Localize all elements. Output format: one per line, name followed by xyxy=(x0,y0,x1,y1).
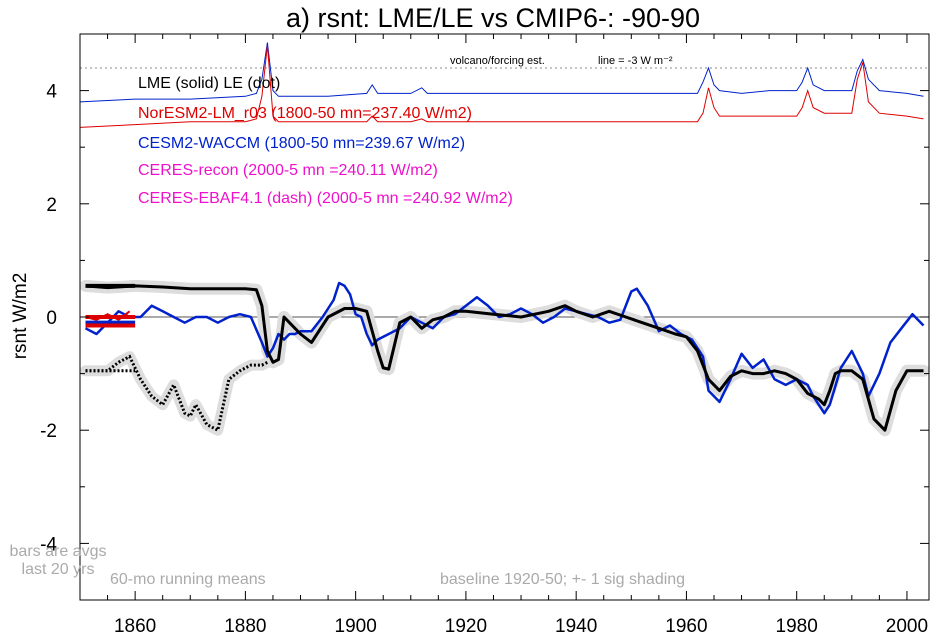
chart-title: a) rsnt: LME/LE vs CMIP6-: -90-90 xyxy=(286,3,700,33)
legend-entry-1: NorESM2-LM_r03 (1800-50 mn=237.40 W/m2) xyxy=(138,105,472,122)
y-tick-label: 2 xyxy=(46,195,57,216)
legend-entry-2: CESM2-WACCM (1800-50 mn=239.67 W/m2) xyxy=(138,135,465,152)
x-tick-label: 1860 xyxy=(114,616,156,637)
x-tick-label: 1980 xyxy=(776,616,818,637)
y-tick-label: -4 xyxy=(40,534,57,555)
running-mean-note: 60-mo running means xyxy=(110,571,266,588)
x-tick-label: 1920 xyxy=(445,616,487,637)
le-sigma-shading xyxy=(80,351,273,436)
y-tick-label: 0 xyxy=(46,308,57,329)
x-tick-label: 1960 xyxy=(665,616,707,637)
bars-note-2: last 20 yrs xyxy=(22,561,95,578)
axes: 1860 1880 1900 1920 1940 1960 1980 2000 -4 -2 0 2 4 xyxy=(40,33,929,637)
x-tick-label: 1880 xyxy=(224,616,266,637)
lme-sigma-shading xyxy=(79,279,930,437)
x-tick-label: 1900 xyxy=(335,616,377,637)
volcano-label: volcano/forcing est. xyxy=(450,55,545,67)
series-line-lme xyxy=(85,284,924,432)
annotations: volcano/forcing est. line = -3 W m⁻² bar… xyxy=(10,55,686,588)
series-line-cesm2-waccm xyxy=(84,281,925,415)
legend-entry-0: LME (solid) LE (dot) xyxy=(138,75,280,92)
forcing-line-cesm xyxy=(79,42,924,103)
plot-area xyxy=(79,42,930,437)
legend: LME (solid) LE (dot) NorESM2-LM_r03 (1800… xyxy=(138,75,513,207)
baseline-note: baseline 1920-50; +- 1 sig shading xyxy=(440,571,685,588)
x-tick-label: 1940 xyxy=(555,616,597,637)
legend-entry-4: CERES-EBAF4.1 (dash) (2000-5 mn =240.92 … xyxy=(138,190,513,207)
y-axis-title: rsnt W/m2 xyxy=(10,273,31,360)
forcing-line-noresm xyxy=(79,45,924,128)
y-tick-label: 4 xyxy=(46,82,57,103)
bars-note-1: bars are avgs xyxy=(10,543,107,560)
legend-entry-3: CERES-recon (2000-5 mn =240.11 W/m2) xyxy=(138,162,438,179)
y-tick-label: -2 xyxy=(40,421,57,442)
line-label: line = -3 W m⁻² xyxy=(598,55,673,67)
x-tick-label: 2000 xyxy=(886,616,928,637)
